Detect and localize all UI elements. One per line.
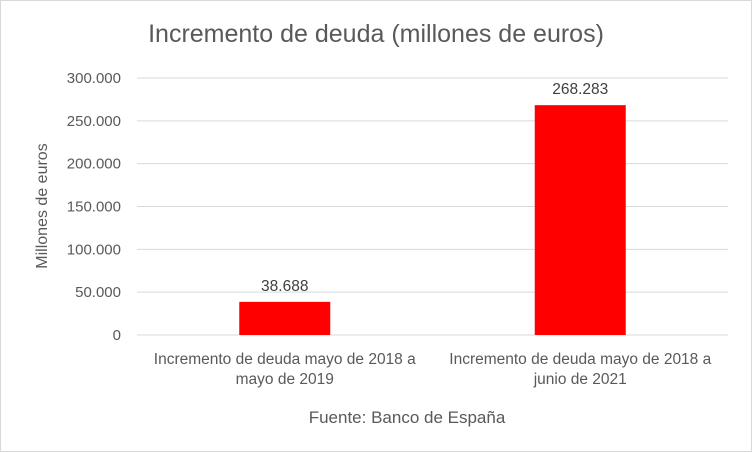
- y-tick-label: 0: [113, 327, 121, 344]
- bar: [534, 105, 626, 335]
- data-labels: 38.688 268.283: [261, 81, 608, 295]
- category-labels: Incremento de deuda mayo de 2018 a mayo d…: [154, 351, 712, 388]
- category-label: junio de 2021: [533, 371, 627, 388]
- y-tick-label: 300.000: [67, 70, 121, 87]
- data-label: 268.283: [552, 81, 608, 98]
- chart-title: Incremento de deuda (millones de euros): [148, 20, 604, 48]
- gridlines: [137, 77, 728, 336]
- source-note: Fuente: Banco de España: [308, 408, 506, 427]
- category-label: Incremento de deuda mayo de 2018 a: [449, 351, 711, 368]
- y-tick-label: 250.000: [67, 113, 121, 130]
- y-tick-label: 50.000: [75, 284, 121, 301]
- y-tick-label: 150.000: [67, 199, 121, 216]
- y-tick-label: 200.000: [67, 156, 121, 173]
- y-axis-label: Millones de euros: [34, 143, 51, 268]
- bars: [239, 105, 626, 335]
- data-label: 38.688: [261, 278, 308, 295]
- y-axis-ticks: 0 50.000 100.000 150.000 200.000 250.000 300.0…: [67, 70, 121, 344]
- category-label: Incremento de deuda mayo de 2018 a: [154, 351, 416, 368]
- category-label: mayo de 2019: [236, 371, 334, 388]
- y-tick-label: 100.000: [67, 241, 121, 258]
- bar: [239, 301, 331, 335]
